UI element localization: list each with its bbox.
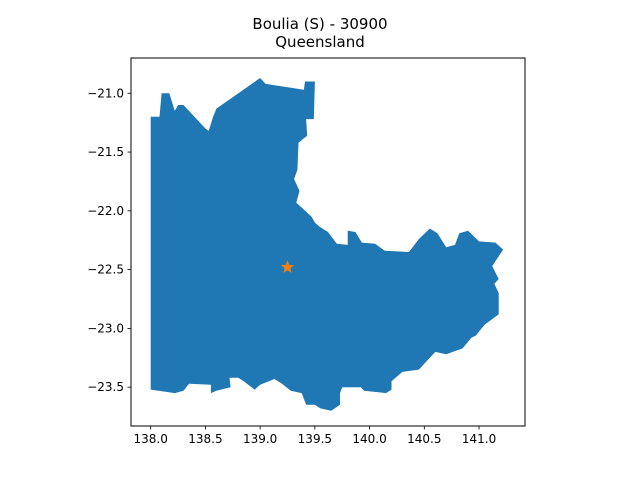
map-subtitle: Queensland — [275, 33, 365, 51]
x-tick-label: 140.5 — [407, 432, 441, 446]
x-tick-label: 139.5 — [298, 432, 332, 446]
y-axis: −21.0 −21.5 −22.0 −22.5 −23.0 −23.5 — [87, 86, 131, 394]
map-title: Boulia (S) - 30900 — [252, 15, 388, 33]
y-tick-label: −23.0 — [87, 321, 124, 335]
x-tick-label: 139.0 — [243, 432, 277, 446]
y-tick-label: −21.5 — [87, 145, 124, 159]
y-tick-label: −23.5 — [87, 380, 124, 394]
plot-frame — [130, 57, 526, 427]
shire-region — [150, 78, 504, 411]
y-tick-label: −21.0 — [87, 86, 124, 100]
x-tick-label: 140.0 — [352, 432, 386, 446]
x-tick-label: 138.0 — [134, 432, 168, 446]
x-axis: 138.0 138.5 139.0 139.5 140.0 140.5 141.0 — [134, 426, 496, 446]
location-star-marker — [280, 260, 295, 273]
region-layer — [150, 78, 504, 411]
marker-layer — [280, 260, 295, 273]
y-tick-label: −22.0 — [87, 204, 124, 218]
y-tick-label: −22.5 — [87, 263, 124, 277]
x-tick-label: 141.0 — [462, 432, 496, 446]
x-tick-label: 138.5 — [188, 432, 222, 446]
